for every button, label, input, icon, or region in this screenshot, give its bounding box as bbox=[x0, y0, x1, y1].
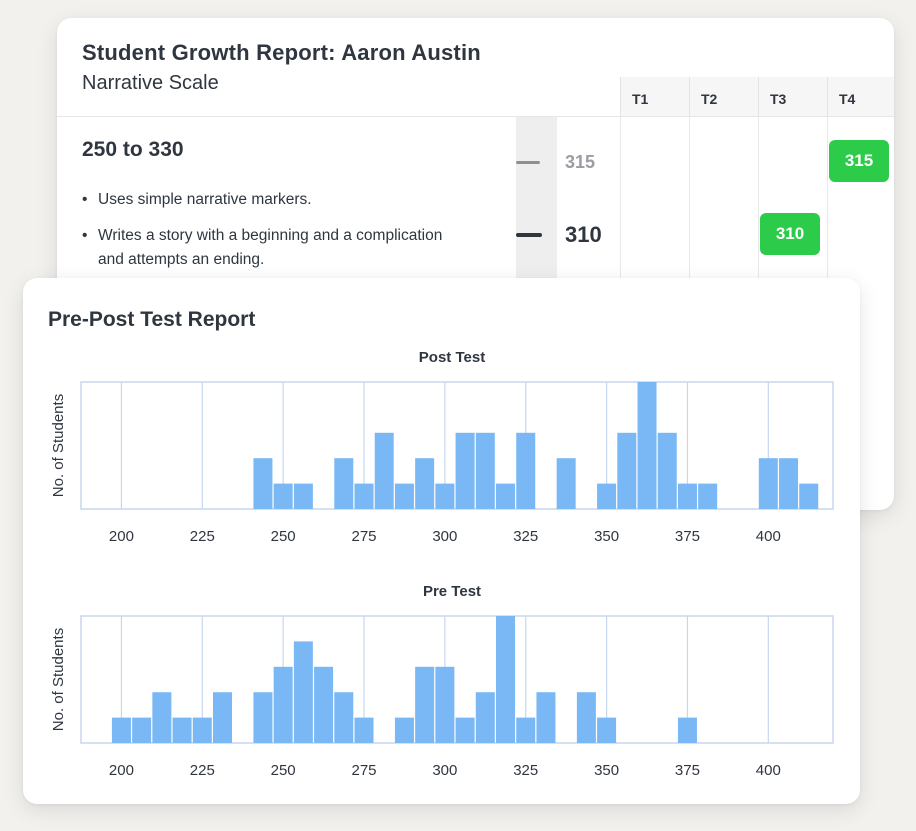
band-descriptor: • Writes a story with a beginning and a … bbox=[82, 224, 452, 272]
post-test-bar bbox=[597, 483, 617, 509]
pre-test-bar bbox=[576, 692, 596, 743]
post-test-x-tick-label: 250 bbox=[271, 528, 296, 545]
pre-test-chart-title: Pre Test bbox=[423, 583, 481, 600]
score-pill-t3[interactable]: 310 bbox=[760, 213, 820, 255]
pre-test-bar bbox=[293, 641, 313, 743]
pre-test-bar bbox=[354, 717, 374, 743]
pre-test-x-tick-label: 350 bbox=[594, 762, 619, 779]
post-test-y-axis-label: No. of Students bbox=[50, 394, 67, 497]
post-test-bar bbox=[415, 458, 435, 509]
post-test-bar bbox=[779, 458, 799, 509]
pre-test-bar bbox=[536, 692, 556, 743]
post-test-bar bbox=[394, 483, 414, 509]
pre-test-x-tick-label: 225 bbox=[190, 762, 215, 779]
post-test-bar bbox=[273, 483, 293, 509]
post-test-bar bbox=[657, 432, 677, 509]
post-test-x-tick-label: 275 bbox=[351, 528, 376, 545]
post-test-bar bbox=[637, 382, 657, 509]
post-test-x-tick-label: 325 bbox=[513, 528, 538, 545]
post-test-bar bbox=[435, 483, 455, 509]
pre-test-bar bbox=[435, 666, 455, 743]
band-title: 250 to 330 bbox=[82, 138, 184, 161]
post-test-bar bbox=[293, 483, 313, 509]
post-test-bar bbox=[374, 432, 394, 509]
pre-test-bar bbox=[496, 616, 516, 743]
pre-test-x-tick-label: 275 bbox=[351, 762, 376, 779]
post-test-bar bbox=[334, 458, 354, 509]
pre-test-bar bbox=[516, 717, 536, 743]
post-test-bar bbox=[455, 432, 475, 509]
post-test-bar bbox=[556, 458, 576, 509]
band-descriptor-text: Writes a story with a beginning and a co… bbox=[98, 227, 443, 268]
pre-test-x-tick-label: 400 bbox=[756, 762, 781, 779]
bullet-dot: • bbox=[82, 191, 88, 208]
pre-test-x-tick-label: 325 bbox=[513, 762, 538, 779]
post-test-bar bbox=[516, 432, 536, 509]
term-header-t1: T1 bbox=[620, 77, 689, 117]
prepost-report-title: Pre-Post Test Report bbox=[48, 308, 256, 331]
pre-test-bar bbox=[132, 717, 152, 743]
pre-test-x-tick-label: 375 bbox=[675, 762, 700, 779]
pre-test-bar bbox=[111, 717, 131, 743]
post-test-chart-title: Post Test bbox=[419, 349, 485, 366]
post-test-bar bbox=[475, 432, 495, 509]
scale-score-label: 310 bbox=[565, 222, 602, 247]
term-header-t2: T2 bbox=[689, 77, 758, 117]
post-test-bar bbox=[253, 458, 273, 509]
growth-report-title: Student Growth Report: Aaron Austin bbox=[82, 40, 481, 65]
pre-test-bar bbox=[677, 717, 697, 743]
pre-test-bar bbox=[152, 692, 172, 743]
score-pill-t4[interactable]: 315 bbox=[829, 140, 889, 182]
pre-test-bar bbox=[475, 692, 495, 743]
term-header-t4: T4 bbox=[827, 77, 894, 117]
post-test-bar bbox=[496, 483, 516, 509]
pre-test-bar bbox=[334, 692, 354, 743]
post-test-bar bbox=[677, 483, 697, 509]
scale-score-label: 315 bbox=[565, 152, 596, 172]
pre-test-y-axis-label: No. of Students bbox=[50, 628, 67, 731]
term-header-t3: T3 bbox=[758, 77, 827, 117]
header-divider bbox=[57, 116, 894, 117]
pre-test-bar bbox=[273, 666, 293, 743]
scale-tick bbox=[516, 161, 540, 164]
pre-test-x-tick-label: 300 bbox=[432, 762, 457, 779]
band-descriptor: • Uses simple narrative markers. bbox=[82, 188, 452, 212]
post-test-bar bbox=[799, 483, 819, 509]
post-test-x-tick-label: 350 bbox=[594, 528, 619, 545]
pre-test-bar bbox=[415, 666, 435, 743]
bullet-dot: • bbox=[82, 227, 88, 244]
histogram-charts: 200 225 250 275 300 325 350 375 400 Post Test No. … bbox=[50, 349, 834, 779]
pre-test-bar bbox=[597, 717, 617, 743]
post-test-x-tick-label: 400 bbox=[756, 528, 781, 545]
pre-test-bar bbox=[172, 717, 192, 743]
growth-report-subtitle: Narrative Scale bbox=[82, 72, 219, 94]
post-test-bar bbox=[758, 458, 778, 509]
pre-test-x-tick-label: 200 bbox=[109, 762, 134, 779]
post-test-bar bbox=[354, 483, 374, 509]
pre-test-bar bbox=[455, 717, 475, 743]
pre-test-x-tick-label: 250 bbox=[271, 762, 296, 779]
post-test-x-tick-label: 300 bbox=[432, 528, 457, 545]
post-test-bar bbox=[617, 432, 637, 509]
post-test-x-tick-label: 375 bbox=[675, 528, 700, 545]
prepost-report-card: Pre-Post Test Report 200 225 250 275 300 325 3… bbox=[23, 278, 860, 804]
pre-test-bar bbox=[192, 717, 212, 743]
pre-test-bar bbox=[212, 692, 233, 743]
scale-tick bbox=[516, 233, 542, 237]
pre-test-bar bbox=[394, 717, 414, 743]
post-test-x-tick-label: 225 bbox=[190, 528, 215, 545]
pre-test-bar bbox=[314, 666, 334, 743]
post-test-x-tick-label: 200 bbox=[109, 528, 134, 545]
pre-test-bar bbox=[253, 692, 273, 743]
post-test-bar bbox=[698, 483, 718, 509]
band-descriptor-text: Uses simple narrative markers. bbox=[98, 191, 312, 208]
